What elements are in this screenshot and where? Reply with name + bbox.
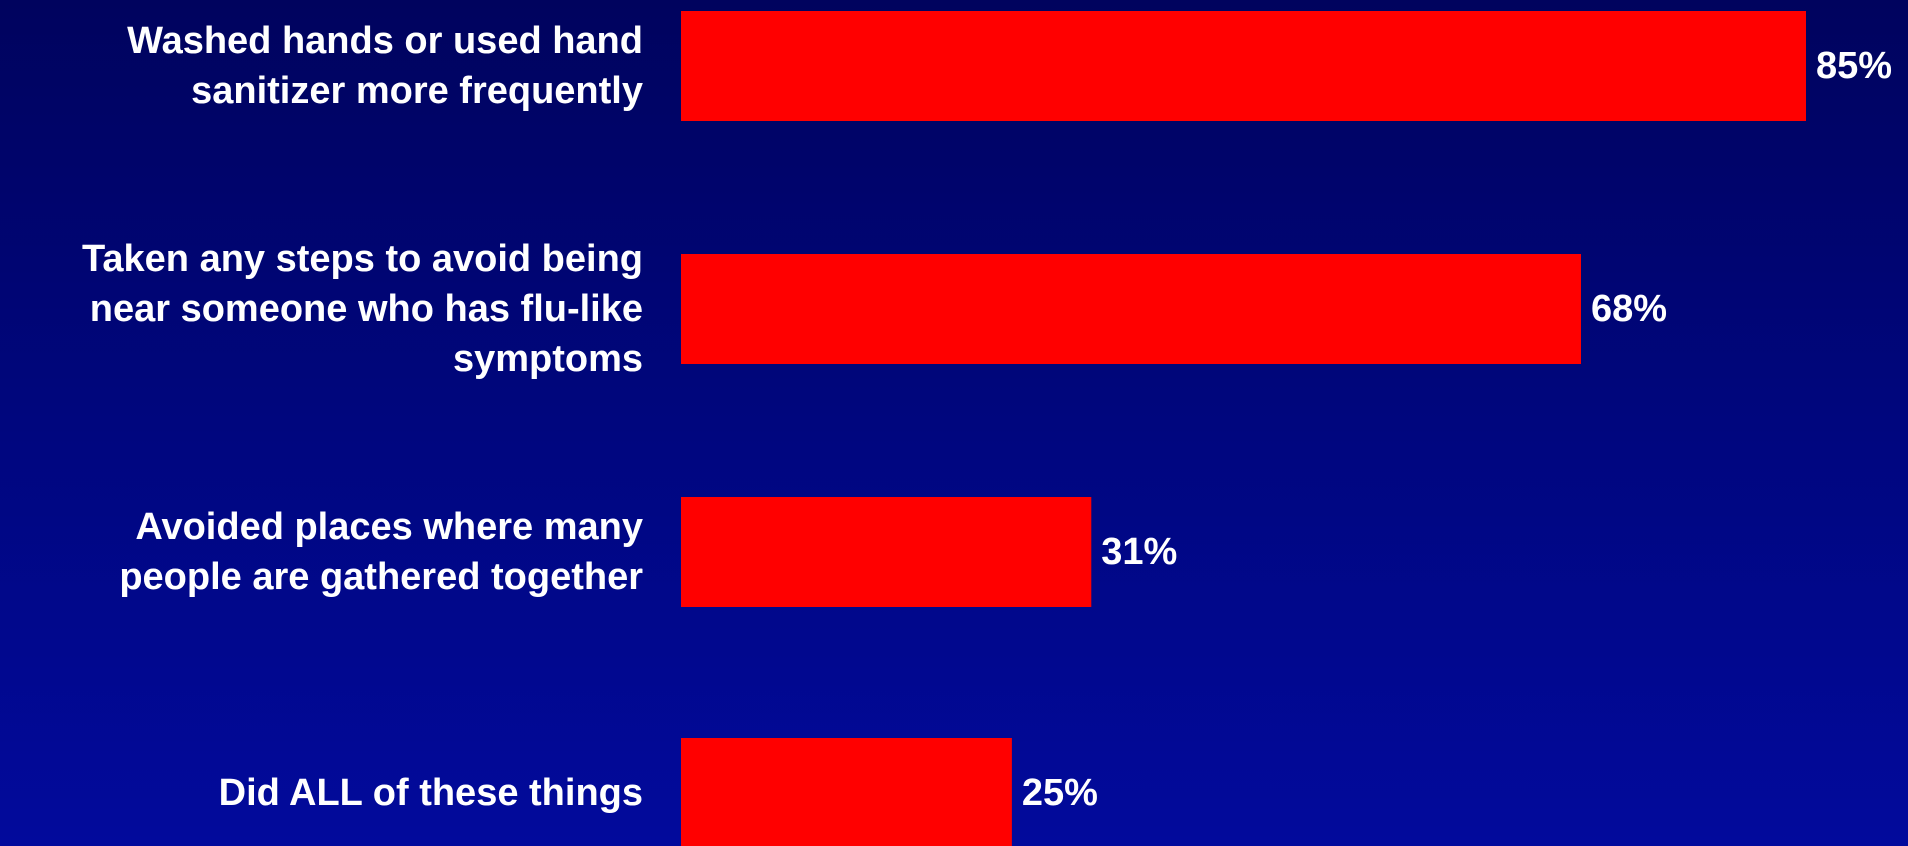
category-label-2: Avoided places where many people are gath… — [119, 506, 643, 598]
bar-3 — [681, 738, 1012, 846]
category-label-line: symptoms — [453, 338, 643, 380]
value-label-0: 85% — [1816, 45, 1892, 87]
category-label-line: Washed hands or used hand — [127, 20, 643, 62]
category-label-line: sanitizer more frequently — [191, 70, 643, 112]
category-label-line: near someone who has flu-like — [90, 288, 643, 330]
category-label-line: Taken any steps to avoid being — [82, 238, 643, 280]
bar-2 — [681, 497, 1092, 607]
category-label-line: Avoided places where many — [135, 506, 643, 548]
category-label-0: Washed hands or used hand sanitizer more … — [127, 20, 643, 112]
bar-1 — [681, 254, 1581, 364]
bar-0 — [681, 11, 1806, 121]
category-label-line: people are gathered together — [119, 556, 643, 598]
value-label-2: 31% — [1101, 531, 1177, 573]
category-label-line: Did ALL of these things — [219, 772, 643, 814]
category-label-1: Taken any steps to avoid being near someo… — [82, 238, 643, 380]
category-label-3: Did ALL of these things — [219, 772, 643, 814]
value-label-1: 68% — [1591, 288, 1667, 330]
value-label-3: 25% — [1022, 772, 1098, 814]
